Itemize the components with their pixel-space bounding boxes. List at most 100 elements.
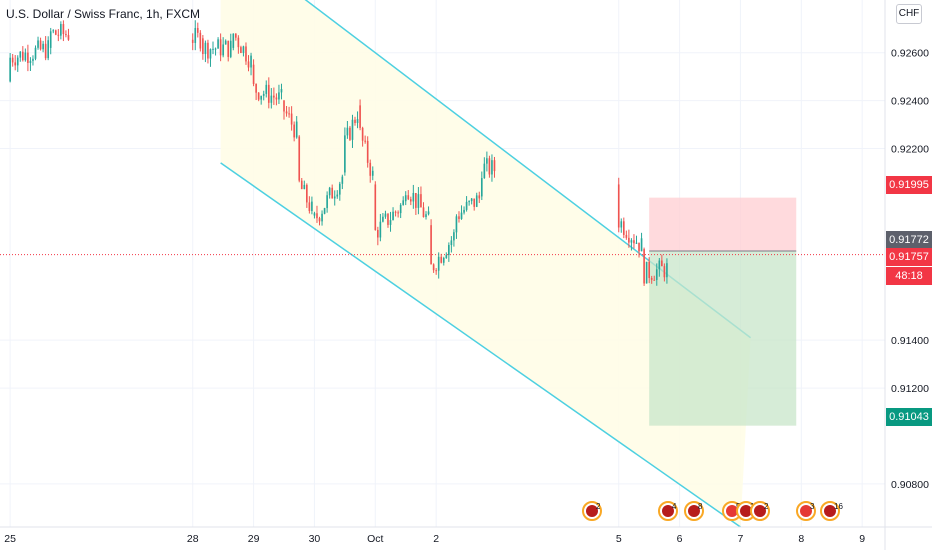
candle-body [295,121,298,138]
candle-body [308,202,311,211]
currency-button[interactable]: CHF [896,4,922,24]
candle-body [65,34,67,36]
candle-body [235,33,237,38]
event-flag-fill [586,505,598,517]
candle-body [331,187,334,199]
stop-price-tag: 0.91995 [886,176,932,194]
candle-body [364,140,366,142]
candle-body [422,207,425,218]
candle-body [214,48,217,50]
candle-body [354,119,356,124]
candle-body [21,51,24,61]
candle-body [661,260,663,267]
y-tick-label: 0.91400 [891,335,929,347]
candle-body [191,39,194,43]
short-position-tool[interactable] [0,197,885,426]
candle-body [374,184,377,230]
candle-body [349,127,351,140]
candle-body [47,40,50,59]
candle-body [344,135,346,173]
candle-body [486,158,488,164]
candle-body [199,32,202,49]
candle-body [442,258,445,263]
candle-body [224,40,227,45]
candle-body [257,92,260,100]
candle-body [202,38,204,55]
candle-body [194,27,197,43]
candle-body [460,212,463,219]
candle-body [366,140,369,163]
candle-body [293,124,295,138]
candle-body [252,64,255,84]
candle-body [39,40,42,50]
candle-body [407,195,410,200]
candle-body [480,178,483,197]
candle-body [394,211,397,213]
event-count: 4 [672,502,677,511]
x-tick-label: 9 [859,533,865,545]
candle-body [311,201,313,211]
candle-body [412,192,415,202]
event-flag-fill [688,505,700,517]
candle-body [29,60,32,63]
candle-body [52,30,55,32]
event-flag-fill [726,505,738,517]
candle-body [19,51,22,58]
candle-body [643,249,645,284]
candle-body [435,270,437,272]
last-price-tag: 0.91757 [886,248,932,266]
economic-events[interactable]: 2485142316 [582,501,843,521]
event-flag-fill [824,505,836,517]
event-marker[interactable]: 4 [658,501,678,521]
candle-body [430,225,432,265]
candle-body [67,35,70,40]
candle-body [232,33,235,48]
event-marker[interactable]: 2 [582,501,602,521]
event-marker[interactable]: 3 [796,501,816,521]
candle-body [24,52,27,61]
channel-lower-line [220,162,741,528]
candle-body [57,34,60,36]
candle-body [283,100,285,112]
candle-body [371,170,374,176]
candle-body [448,245,450,256]
candle-body [267,84,270,103]
candle-body [628,237,630,243]
event-marker[interactable]: 16 [820,501,843,521]
y-tick-label: 0.92200 [891,144,929,156]
candle-body [275,97,278,100]
stop-loss-zone [649,197,797,252]
event-marker[interactable]: 8 [684,501,704,521]
take-profit-zone [649,251,797,426]
event-flag-fill [662,505,674,517]
candle-body [622,221,625,235]
candle-body [326,195,328,209]
x-tick-label: 8 [798,533,804,545]
candle-body [285,111,288,114]
symbol-title[interactable]: U.S. Dollar / Swiss Franc, 1h, FXCM [6,7,201,21]
candle-body [196,27,199,33]
candle-body [491,160,493,175]
candle-body [62,24,65,35]
candle-body [16,57,19,66]
candle-body [392,211,394,221]
event-flag-fill [740,505,752,517]
candle-body [432,264,435,271]
candle-body [453,232,455,241]
candle-body [280,89,283,93]
event-flag-fill [754,505,766,517]
event-marker[interactable]: 2 [750,501,770,521]
candle-body [212,48,214,50]
candle-body [633,240,635,244]
candle-body [245,46,247,62]
candle-body [34,47,37,59]
candle-body [341,176,344,184]
candle-body [488,158,491,175]
candle-body [270,95,273,103]
candle-body [250,55,252,68]
y-tick-label: 0.91200 [891,383,929,395]
candle-body [323,208,326,214]
candle-body [209,49,212,59]
candle-body [316,213,318,219]
